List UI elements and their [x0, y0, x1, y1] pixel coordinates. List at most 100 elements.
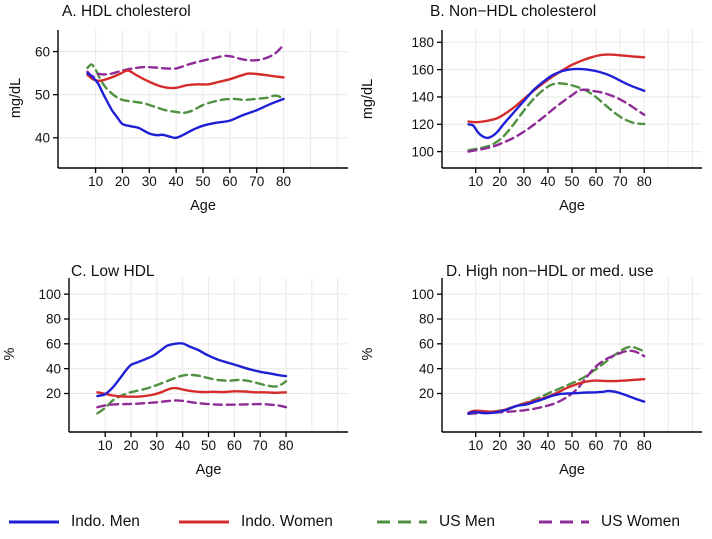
series-line-us_women [467, 349, 646, 416]
x-tick-label: 70 [253, 438, 268, 453]
x-tick-label: 20 [123, 438, 138, 453]
x-tick-label: 50 [201, 438, 216, 453]
x-tick-label: 60 [227, 438, 242, 453]
panel-d-title: D. High non−HDL or med. use [446, 263, 654, 280]
tick-labels: 10 20 30 40 50 60 70 80 20 40 60 80 100 [411, 287, 651, 453]
legend-item-us-women: US Women [538, 513, 680, 531]
panel-c-plot: 10 20 30 40 50 60 70 80 20 40 60 80 100 [38, 278, 348, 453]
y-tick-label: 140 [411, 90, 434, 105]
series-line-indo_women [467, 378, 646, 414]
y-tick-label: 180 [411, 35, 434, 50]
x-tick-label: 10 [468, 174, 483, 189]
legend-line-sample-us-women [539, 520, 589, 524]
gridlines [69, 278, 348, 432]
x-tick-label: 20 [115, 174, 130, 189]
legend-label-indo-men: Indo. Men [71, 513, 140, 530]
y-tick-label: 40 [419, 361, 434, 376]
legend-line-sample-us-men [377, 520, 427, 524]
panel-c-y-axis-label: % [2, 347, 18, 361]
panel-b-y-axis-label: mg/dL [360, 78, 376, 120]
y-tick-label: 60 [419, 337, 434, 352]
x-tick-label: 10 [88, 174, 103, 189]
x-tick-label: 10 [468, 438, 483, 453]
x-tick-label: 80 [278, 438, 293, 453]
y-tick-label: 20 [419, 386, 434, 401]
y-tick-label: 100 [411, 287, 434, 302]
x-tick-label: 20 [492, 438, 507, 453]
tick-labels: 10 20 30 40 50 60 70 80 20 40 60 80 100 [38, 287, 293, 453]
y-tick-label: 100 [38, 287, 61, 302]
panel-b-plot: 10 20 30 40 50 60 70 80 100 120 140 160 180 [411, 30, 702, 189]
y-tick-label: 80 [46, 312, 61, 327]
x-tick-label: 30 [149, 438, 164, 453]
y-tick-label: 120 [411, 117, 434, 132]
x-tick-label: 80 [637, 174, 652, 189]
panel-d-plot: 10 20 30 40 50 60 70 80 20 40 60 80 100 [411, 278, 702, 453]
series-line-us_men [86, 63, 285, 115]
legend-item-indo-men: Indo. Men [8, 513, 140, 531]
x-tick-label: 10 [98, 438, 113, 453]
x-tick-label: 20 [492, 174, 507, 189]
panel-c: 10 20 30 40 50 60 70 80 20 40 60 80 100 C. Low HDL %… [0, 230, 356, 480]
legend-label-us-women: US Women [601, 513, 680, 530]
series-line-indo_men [467, 389, 646, 415]
series-line-indo_men [467, 67, 646, 140]
x-tick-label: 80 [276, 174, 291, 189]
legend-line-sample-indo-women [179, 520, 229, 524]
y-tick-label: 40 [35, 131, 50, 146]
series-line-indo_women [96, 386, 288, 398]
x-tick-label: 80 [637, 438, 652, 453]
y-tick-label: 160 [411, 62, 434, 77]
series-line-us_men [96, 373, 288, 415]
x-tick-label: 50 [564, 174, 579, 189]
legend-line-sample-indo-men [9, 520, 59, 524]
panel-a-y-axis-label: mg/dL [8, 77, 24, 119]
y-tick-label: 50 [35, 87, 50, 102]
series-line-us_women [86, 43, 285, 78]
panel-b: 10 20 30 40 50 60 70 80 100 120 140 160 180 B. Non−H… [356, 0, 712, 230]
panel-d-x-axis-label: Age [559, 462, 585, 478]
tick-labels: 10 20 30 40 50 60 70 80 100 120 140 160 180 [411, 35, 651, 189]
gridlines [442, 278, 702, 432]
x-tick-label: 70 [613, 438, 628, 453]
series-line-indo_men [96, 342, 288, 398]
series-line-us_men [467, 82, 646, 152]
panel-a-plot: 10 20 30 40 50 60 70 80 40 50 60 [35, 30, 348, 189]
panel-a: 10 20 30 40 50 60 70 80 40 50 60 A. HDL cholestero… [0, 0, 356, 230]
panel-a-x-axis-label: Age [190, 198, 216, 214]
x-tick-label: 60 [222, 174, 237, 189]
panel-c-title: C. Low HDL [71, 263, 155, 280]
x-tick-label: 40 [175, 438, 190, 453]
series-line-indo_women [467, 53, 646, 124]
legend-item-us-men: US Men [376, 513, 495, 531]
series-line-indo_men [86, 71, 285, 140]
y-tick-label: 80 [419, 312, 434, 327]
y-tick-label: 60 [35, 44, 50, 59]
x-tick-label: 60 [589, 174, 604, 189]
panel-d: 10 20 30 40 50 60 70 80 20 40 60 80 100 D. High non−… [356, 230, 712, 480]
x-tick-label: 40 [169, 174, 184, 189]
legend-label-us-men: US Men [439, 513, 495, 530]
x-tick-label: 40 [540, 438, 555, 453]
x-tick-label: 50 [195, 174, 210, 189]
series-line-us_women [467, 88, 646, 153]
legend-item-indo-women: Indo. Women [178, 513, 333, 531]
tick-labels: 10 20 30 40 50 60 70 80 40 50 60 [35, 44, 291, 189]
panel-b-title: B. Non−HDL cholesterol [430, 3, 597, 20]
panel-b-x-axis-label: Age [559, 198, 585, 214]
panel-c-x-axis-label: Age [195, 462, 222, 478]
x-tick-label: 50 [564, 438, 579, 453]
x-tick-label: 30 [142, 174, 157, 189]
x-tick-label: 60 [589, 438, 604, 453]
legend: Indo. Men Indo. Women US Men US Women [0, 480, 712, 539]
series-line-indo_women [86, 69, 285, 90]
gridlines [58, 30, 348, 168]
x-tick-label: 30 [516, 174, 531, 189]
y-tick-label: 100 [411, 144, 434, 159]
series-line-us_women [96, 399, 288, 409]
legend-label-indo-women: Indo. Women [241, 513, 333, 530]
y-tick-label: 40 [46, 361, 61, 376]
x-tick-label: 70 [613, 174, 628, 189]
panel-d-y-axis-label: % [360, 347, 376, 361]
